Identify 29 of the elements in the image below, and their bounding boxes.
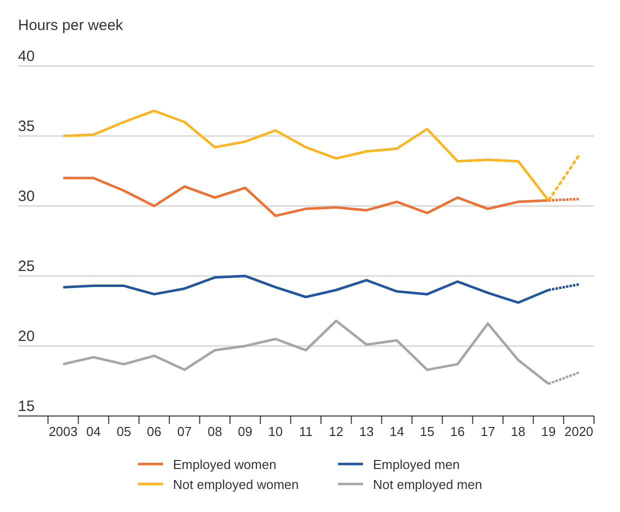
legend-label: Not employed women: [173, 477, 299, 492]
y-tick-label: 15: [18, 398, 35, 415]
y-tick-label: 20: [18, 328, 35, 345]
legend-label: Employed men: [373, 457, 460, 472]
x-tick-label: 07: [177, 424, 192, 439]
legend-label: Not employed men: [373, 477, 482, 492]
y-tick-label: 35: [18, 118, 35, 135]
x-tick-label: 19: [541, 424, 556, 439]
x-tick-label: 06: [146, 424, 162, 439]
x-tick-label: 17: [480, 424, 496, 439]
x-tick-label: 05: [116, 424, 132, 439]
x-tick-label: 15: [420, 424, 434, 439]
x-tick-label: 18: [510, 424, 526, 439]
y-tick-label: 40: [18, 48, 35, 65]
legend-label: Employed women: [173, 457, 276, 472]
x-tick-label: 2003: [48, 424, 78, 439]
x-tick-label: 11: [299, 424, 313, 439]
x-tick-label: 09: [238, 424, 252, 439]
x-tick-label: 10: [268, 424, 283, 439]
x-tick-label: 12: [328, 424, 344, 439]
x-tick-label: 13: [359, 424, 374, 439]
y-axis-title: Hours per week: [18, 17, 124, 34]
x-tick-label: 04: [86, 424, 101, 439]
x-tick-label: 14: [390, 424, 404, 439]
x-tick-label: 2020: [564, 424, 594, 439]
x-tick-label: 16: [450, 424, 465, 439]
x-tick-label: 08: [208, 424, 222, 439]
y-tick-label: 25: [18, 258, 35, 275]
y-tick-label: 30: [18, 188, 35, 205]
